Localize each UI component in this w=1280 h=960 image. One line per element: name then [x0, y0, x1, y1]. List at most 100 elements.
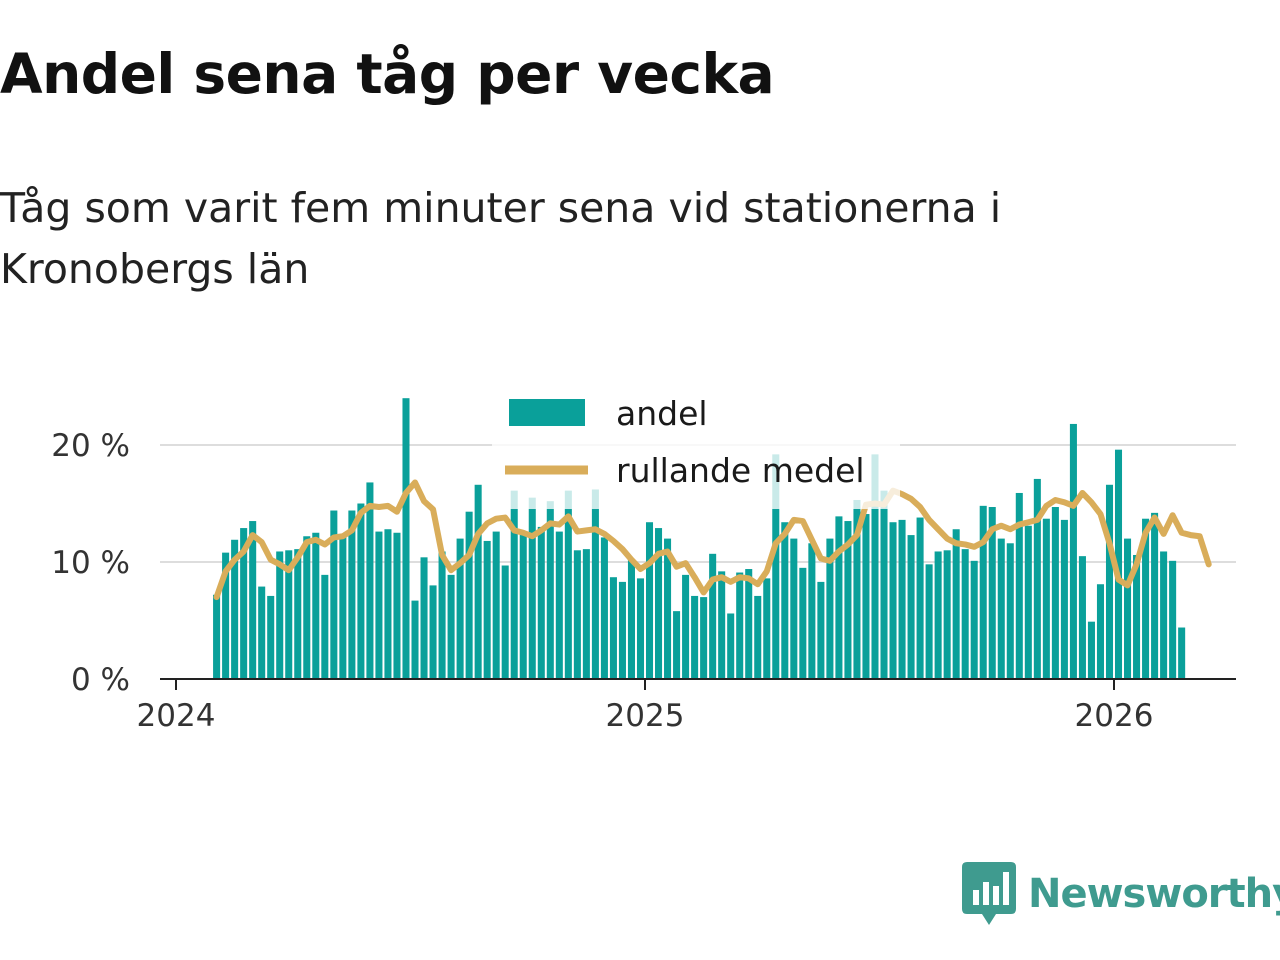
legend-label-rullande-medel: rullande medel [616, 451, 865, 490]
bar [1087, 621, 1095, 679]
bar [745, 569, 753, 679]
bar [1015, 492, 1023, 679]
bar [492, 531, 500, 679]
line-series-rullande-medel [213, 479, 1212, 601]
legend-label-andel: andel [616, 394, 708, 433]
bar [240, 528, 248, 679]
bar [294, 549, 302, 679]
bar [537, 526, 545, 679]
bar [429, 585, 437, 679]
chart: 0 % 10 % 20 % 2024 2025 2026 andel rullande m… [51, 385, 1236, 734]
bar [1124, 538, 1132, 679]
bar-series-andel [213, 398, 1186, 679]
bar [600, 537, 608, 679]
chart-subtitle: Tåg som varit fem minuter sena vid stati… [0, 184, 1002, 293]
bar [267, 595, 275, 679]
bar [420, 557, 428, 679]
bar [835, 516, 843, 679]
bar [916, 517, 924, 679]
bar [528, 497, 536, 679]
bar [853, 499, 861, 679]
bar [1151, 512, 1159, 679]
legend: andel rullande medel [492, 385, 900, 509]
bar [474, 484, 482, 679]
newsworthy-logo-text: Newsworthy [1028, 871, 1280, 917]
bar [1069, 423, 1077, 679]
bar [636, 578, 645, 679]
bar [276, 551, 284, 679]
bar [456, 538, 464, 679]
bar [285, 550, 293, 679]
bar [1042, 518, 1050, 679]
bar [591, 489, 599, 679]
bar [555, 531, 563, 679]
y-tick-label: 0 % [71, 662, 130, 698]
bar [799, 567, 807, 679]
newsworthy-logo: Newsworthy [962, 862, 1280, 926]
bar [826, 538, 834, 679]
bar [979, 505, 987, 679]
bar [501, 565, 509, 679]
bar [889, 522, 897, 679]
bar [790, 538, 798, 679]
bar [781, 522, 789, 679]
bar [844, 521, 852, 679]
bar [573, 550, 581, 679]
bar [997, 538, 1005, 679]
bar [411, 600, 419, 679]
bar [1078, 556, 1086, 679]
bar [763, 578, 771, 679]
bar [988, 507, 996, 679]
bar [934, 551, 942, 679]
bar [1051, 507, 1059, 679]
bar [952, 529, 960, 679]
bar [231, 539, 239, 679]
bar [645, 522, 654, 679]
bar [700, 597, 708, 679]
bar [718, 571, 726, 679]
bar [609, 577, 617, 679]
bar [655, 528, 663, 679]
bar [808, 543, 816, 679]
y-tick-label: 20 % [51, 428, 130, 464]
bar [258, 586, 266, 679]
x-tick-label: 2026 [1075, 698, 1154, 734]
bar [862, 514, 870, 679]
bar [330, 510, 338, 679]
bar [754, 595, 762, 679]
bar [627, 559, 635, 679]
bar [447, 574, 455, 679]
line-path [213, 479, 1212, 601]
bar [898, 519, 906, 679]
bar [673, 611, 681, 679]
bar [907, 535, 915, 679]
bar [321, 574, 329, 679]
bar [880, 490, 888, 679]
bar [582, 549, 590, 679]
bar [1006, 543, 1014, 679]
legend-swatch-andel [509, 399, 585, 426]
bar [519, 533, 527, 679]
bar [736, 572, 744, 679]
bar [1033, 478, 1041, 679]
bar [303, 536, 311, 679]
bar [312, 532, 320, 679]
bar [943, 550, 951, 679]
bar [249, 521, 257, 679]
bar [213, 594, 221, 679]
bar [817, 581, 825, 679]
bar [618, 581, 626, 679]
axes: 0 % 10 % 20 % 2024 2025 2026 [51, 428, 1236, 734]
bar [222, 552, 230, 679]
bar [970, 560, 978, 679]
bar [384, 529, 392, 679]
bar [772, 454, 780, 679]
bar [691, 595, 699, 679]
bar [546, 501, 554, 679]
x-tick-label: 2025 [606, 698, 685, 734]
bar [348, 510, 356, 679]
y-tick-label: 10 % [51, 545, 130, 581]
bar [961, 549, 969, 679]
bar [682, 574, 690, 679]
bar [925, 564, 933, 679]
